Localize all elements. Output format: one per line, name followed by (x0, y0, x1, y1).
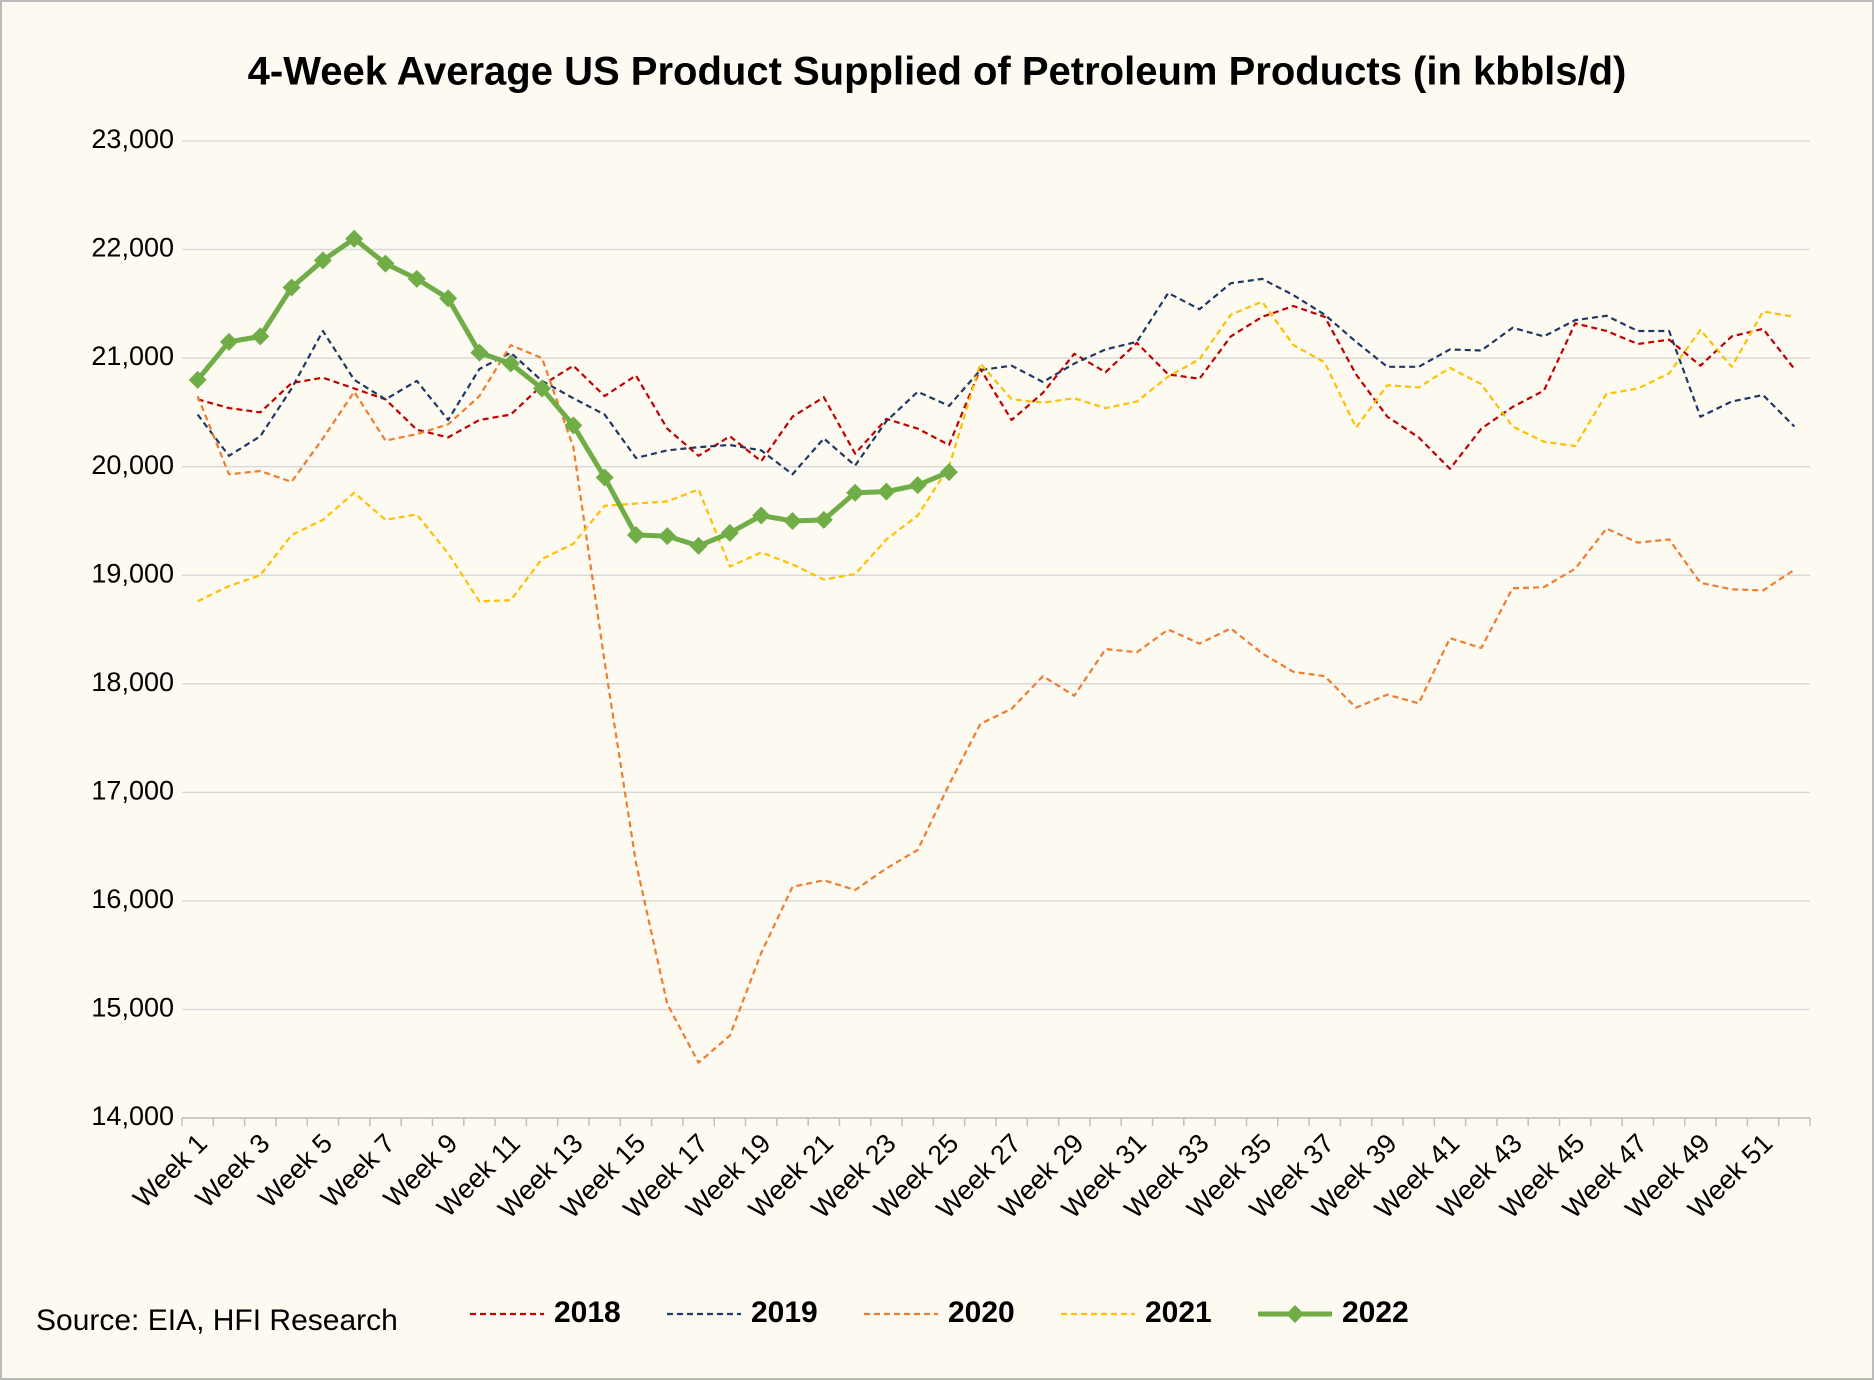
data-point (720, 523, 739, 542)
data-point (407, 269, 426, 288)
data-point (626, 526, 645, 545)
data-point (564, 416, 583, 435)
legend-marker (1286, 1305, 1304, 1323)
y-tick-label: 21,000 (91, 341, 174, 371)
data-point (533, 379, 552, 398)
data-point (376, 254, 395, 273)
data-point (814, 510, 833, 529)
y-tick-label: 15,000 (91, 993, 174, 1023)
chart-title: 4-Week Average US Product Supplied of Pe… (248, 50, 1627, 94)
y-tick-label: 19,000 (91, 558, 174, 588)
series-line (196, 277, 1796, 476)
y-tick-label: 22,000 (91, 233, 174, 263)
data-point (345, 229, 364, 248)
data-point (219, 332, 238, 351)
data-point (282, 278, 301, 297)
y-tick-label: 18,000 (91, 667, 174, 697)
legend-label: 2021 (1145, 1296, 1212, 1329)
y-tick-label: 17,000 (91, 775, 174, 805)
legend-label: 2020 (948, 1296, 1015, 1329)
legend-label: 2018 (554, 1296, 621, 1329)
data-point (595, 468, 614, 487)
data-point (313, 251, 332, 270)
legend-label: 2022 (1342, 1296, 1409, 1329)
data-point (783, 511, 802, 530)
data-point (188, 370, 207, 389)
data-point (940, 463, 959, 482)
data-point (689, 536, 708, 555)
data-point (501, 354, 520, 373)
data-point (470, 343, 489, 362)
source-note: Source: EIA, HFI Research (36, 1304, 398, 1337)
series-line (197, 304, 1796, 470)
y-tick-label: 14,000 (91, 1101, 174, 1131)
series-line (197, 300, 1795, 603)
data-point (439, 289, 458, 308)
data-point (908, 476, 927, 495)
data-point (752, 506, 771, 525)
data-point (658, 527, 677, 546)
data-point (251, 327, 270, 346)
data-point (877, 482, 896, 501)
series-line (196, 343, 1795, 1064)
y-tick-label: 20,000 (91, 450, 174, 480)
y-tick-label: 16,000 (91, 884, 174, 914)
y-tick-label: 23,000 (91, 124, 174, 154)
legend-label: 2019 (751, 1296, 818, 1329)
data-point (846, 483, 865, 502)
